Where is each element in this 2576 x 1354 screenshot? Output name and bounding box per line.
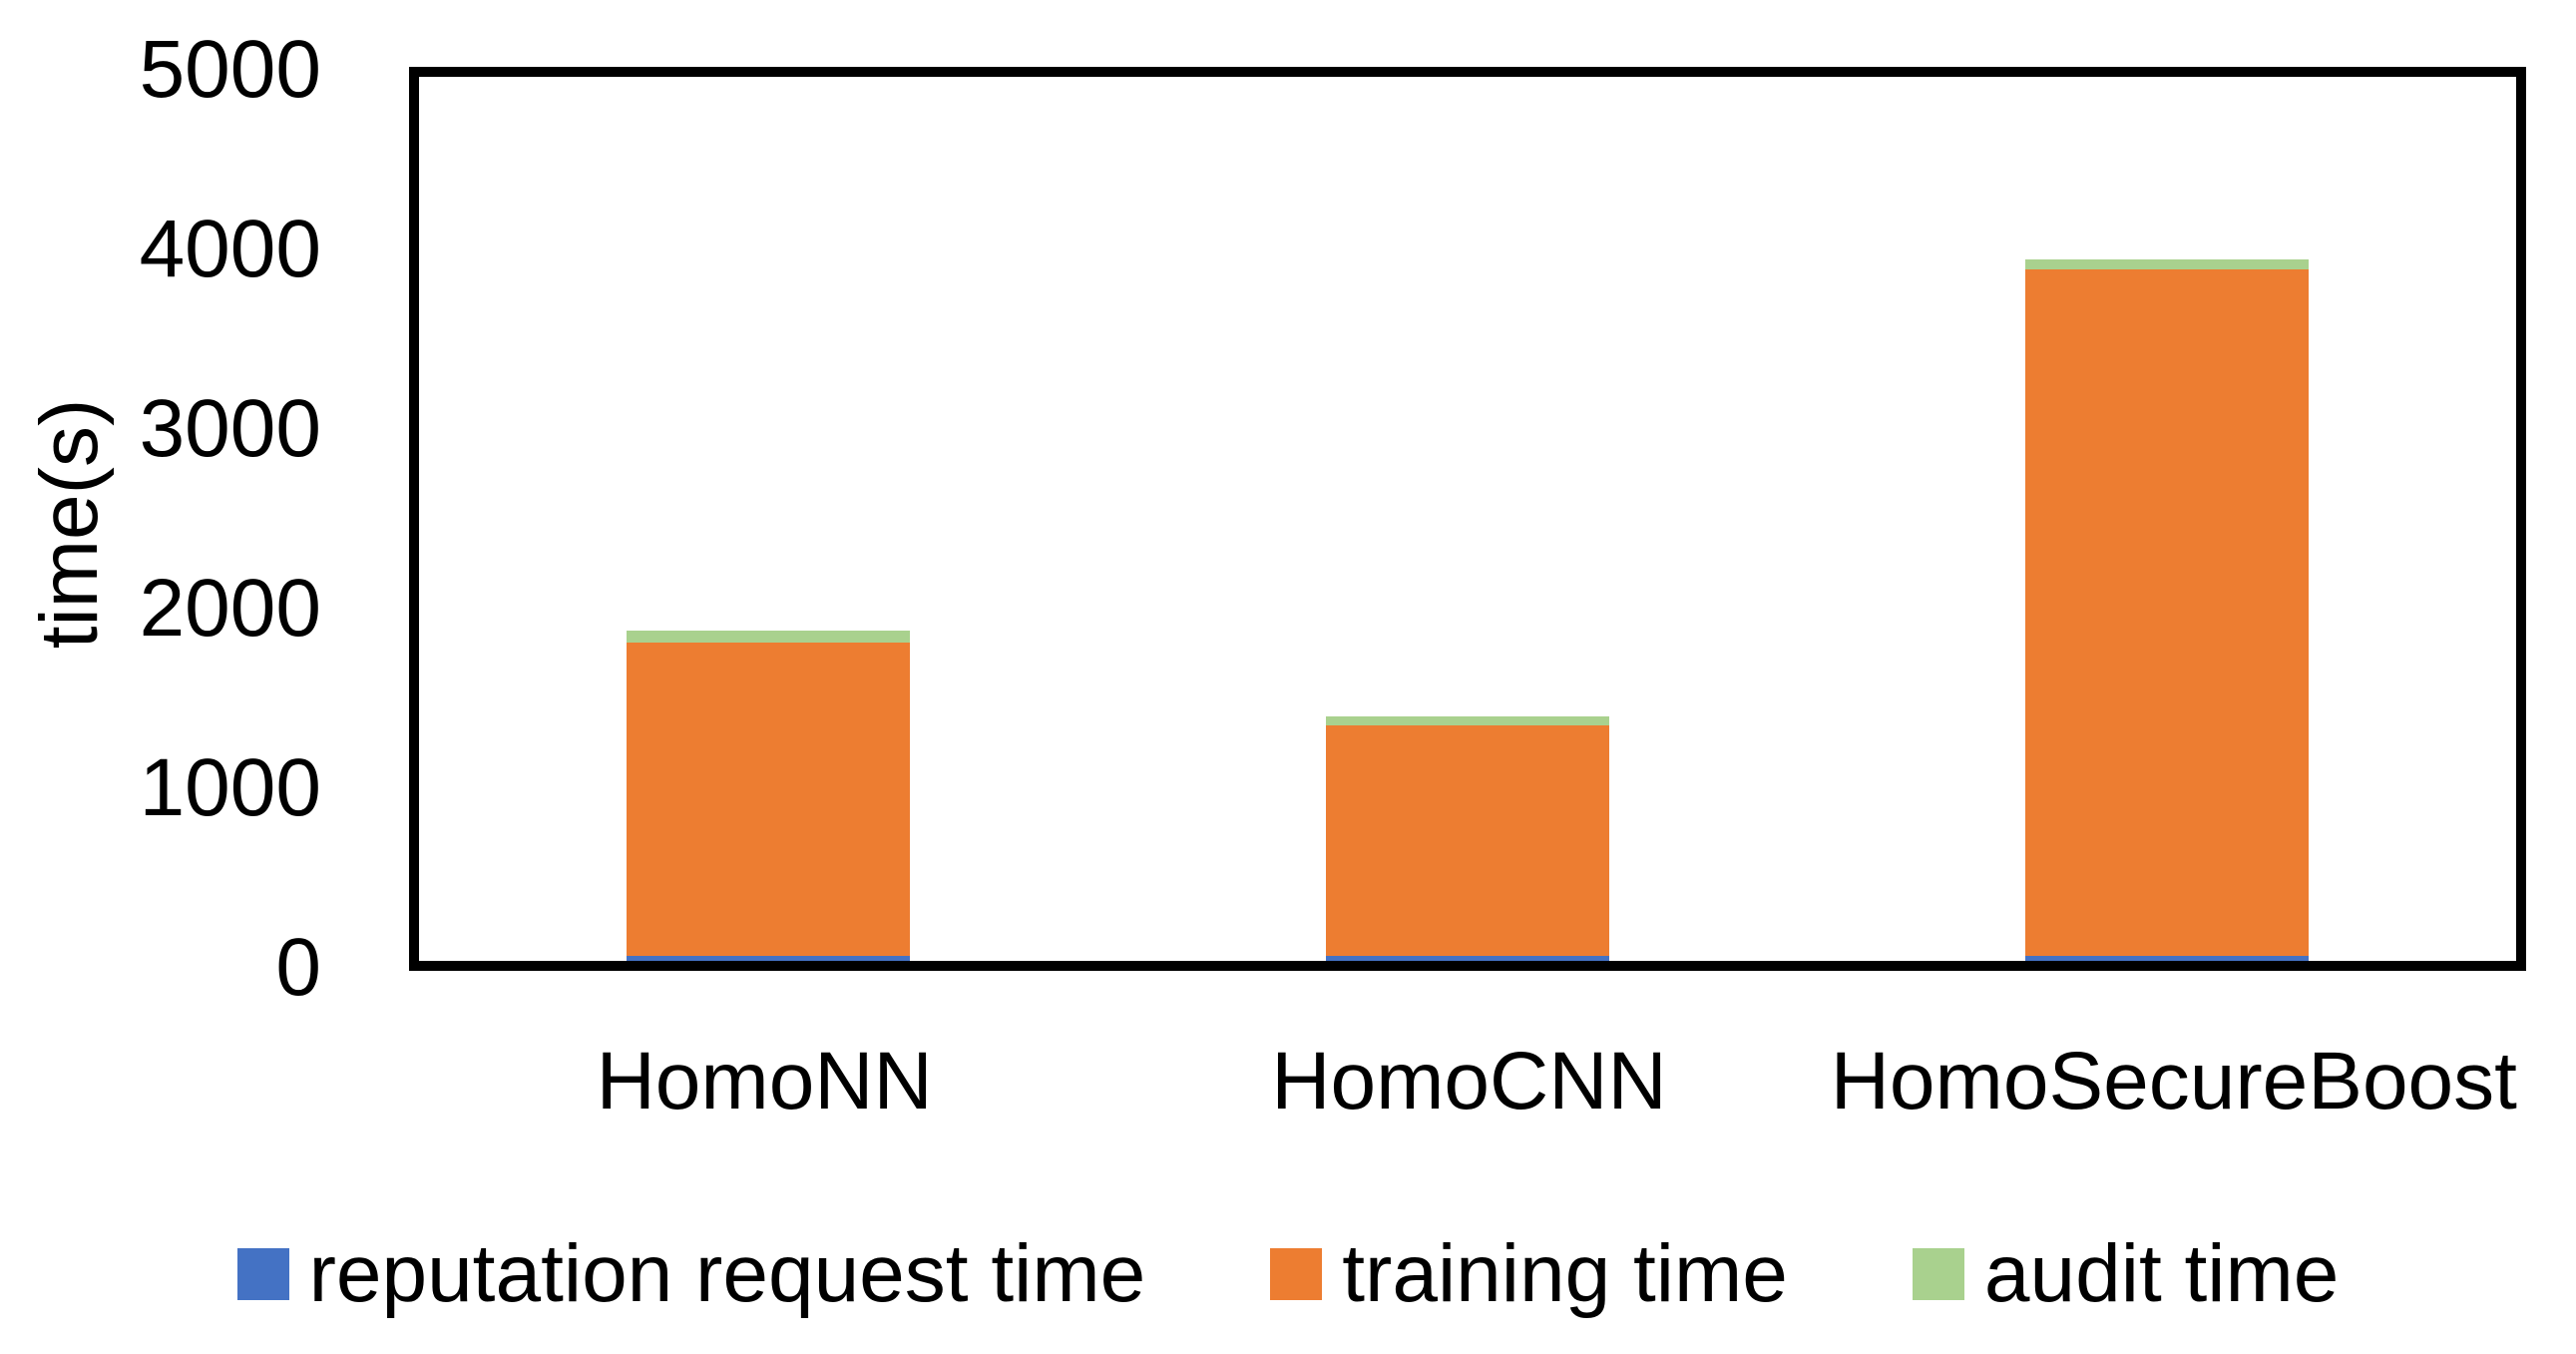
bar-segment-reputation-request-time — [2024, 955, 2309, 961]
bar-segment-training-time — [1326, 725, 1609, 956]
bar-homosecureboost — [2024, 77, 2309, 961]
bar-segment-reputation-request-time — [627, 955, 911, 961]
legend-swatch-training-time-icon — [1270, 1248, 1323, 1300]
plot-area — [409, 67, 2526, 971]
bar-segment-reputation-request-time — [1326, 955, 1609, 961]
bar-homonn — [627, 77, 911, 961]
bar-segment-audit-time — [2024, 258, 2309, 270]
y-tick-label: 5000 — [139, 24, 321, 115]
legend-item-training-time: training time — [1270, 1233, 1788, 1315]
bar-segment-audit-time — [627, 630, 911, 644]
bar-segment-audit-time — [1326, 716, 1609, 726]
y-tick-label: 0 — [275, 922, 321, 1013]
legend-label-reputation-request-time: reputation request time — [308, 1228, 1146, 1319]
y-tick-label: 4000 — [139, 204, 321, 294]
legend-label-audit-time: audit time — [1983, 1228, 2340, 1319]
x-axis-label-homocnn: HomoCNN — [1271, 1036, 1667, 1127]
y-tick-label: 2000 — [139, 563, 321, 654]
y-tick-label: 3000 — [139, 383, 321, 474]
legend-swatch-audit-time-icon — [1912, 1248, 1964, 1300]
legend-item-reputation-request-time: reputation request time — [236, 1228, 1146, 1319]
x-axis-label-homosecureboost: HomoSecureBoost — [1830, 1036, 2517, 1127]
bar-segment-training-time — [627, 643, 911, 956]
legend-swatch-reputation-request-time-icon — [236, 1248, 289, 1300]
bar-segment-training-time — [2024, 269, 2309, 956]
legend-item-audit-time: audit time — [1912, 1228, 2340, 1319]
chart-legend: reputation request time training time au… — [0, 1233, 2576, 1315]
y-tick-label: 1000 — [139, 742, 321, 833]
x-axis-label-homonn: HomoNN — [596, 1036, 933, 1127]
legend-label-training-time: training time — [1342, 1228, 1788, 1319]
bar-homocnn — [1326, 77, 1609, 961]
